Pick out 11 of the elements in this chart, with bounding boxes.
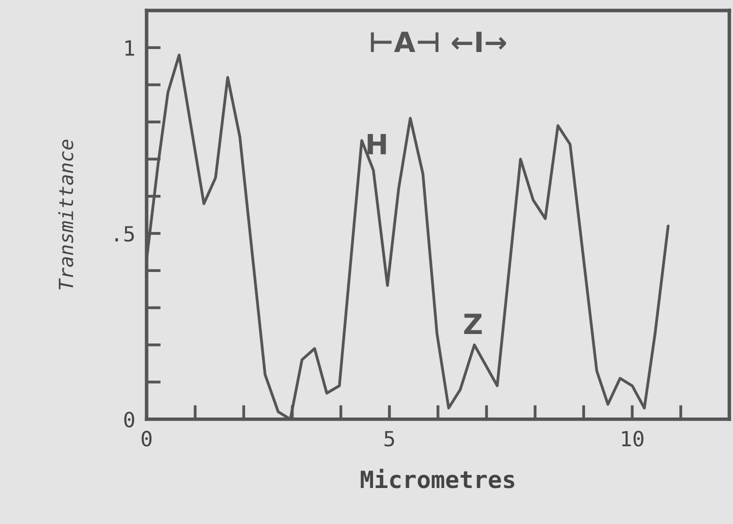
annotation: Z — [464, 314, 482, 334]
annotation: H — [368, 134, 386, 154]
x-tick-label: 10 — [622, 430, 644, 447]
y-tick-label: .5 — [115, 226, 134, 242]
x-axis-title: Micrometres — [360, 468, 514, 488]
annotation: ⊢A⊣ ←I→ — [370, 32, 506, 52]
x-tick-label: 5 — [384, 431, 394, 447]
y-tick-label: 1 — [125, 40, 134, 56]
y-tick-label: 0 — [124, 412, 134, 428]
x-tick-label: 0 — [142, 430, 152, 447]
y-axis-title: Transmittance — [58, 140, 74, 290]
